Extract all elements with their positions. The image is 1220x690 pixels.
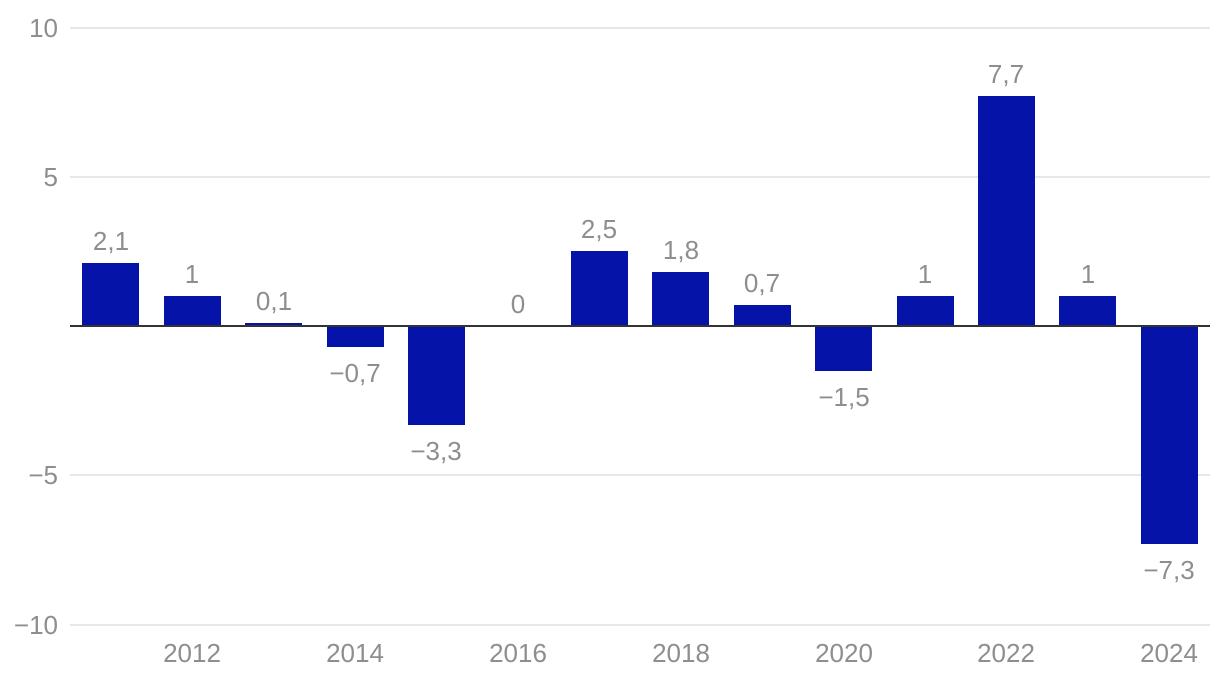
bar-value-label: 0 <box>510 289 526 319</box>
bar <box>245 323 302 326</box>
gridline <box>70 474 1210 476</box>
bar <box>978 96 1035 326</box>
bar <box>815 326 872 371</box>
bar <box>82 263 139 326</box>
bar <box>734 305 791 326</box>
bar-value-label: 2,1 <box>92 226 130 256</box>
bar-value-label: 1 <box>917 259 933 289</box>
bar-value-label: −7,3 <box>1143 555 1195 585</box>
x-axis-tick-label: 2014 <box>326 638 384 668</box>
gridline <box>70 27 1210 29</box>
y-axis-tick-label: 5 <box>43 162 58 192</box>
bar-value-label: 1,8 <box>662 235 700 265</box>
bar-value-label: 1 <box>184 259 200 289</box>
bar-value-label: 1 <box>1080 259 1096 289</box>
bar <box>164 296 221 326</box>
bar <box>652 272 709 326</box>
bar-value-label: −0,7 <box>329 358 381 388</box>
bar <box>1059 296 1116 326</box>
bar <box>408 326 465 425</box>
bar-value-label: 0,7 <box>743 268 781 298</box>
x-axis-tick-label: 2020 <box>815 638 873 668</box>
bar-value-label: 0,1 <box>255 286 293 316</box>
x-axis-tick-label: 2016 <box>489 638 547 668</box>
y-axis-tick-label: −5 <box>28 460 58 490</box>
bar <box>571 251 628 326</box>
bar-value-label: −3,3 <box>410 436 462 466</box>
x-axis-tick-label: 2024 <box>1140 638 1198 668</box>
gridline <box>70 176 1210 178</box>
bar <box>897 296 954 326</box>
x-axis-tick-label: 2018 <box>652 638 710 668</box>
bar <box>327 326 384 347</box>
x-axis-tick-label: 2012 <box>163 638 221 668</box>
bar-value-label: 7,7 <box>987 59 1025 89</box>
y-axis-tick-label: 10 <box>29 13 58 43</box>
x-axis-zero-line <box>70 325 1210 327</box>
bar <box>1141 326 1198 544</box>
y-axis-tick-label: −10 <box>13 610 58 640</box>
gridline <box>70 624 1210 626</box>
bar-value-label: −1,5 <box>818 382 870 412</box>
bar-value-label: 2,5 <box>580 214 618 244</box>
x-axis-tick-label: 2022 <box>977 638 1035 668</box>
